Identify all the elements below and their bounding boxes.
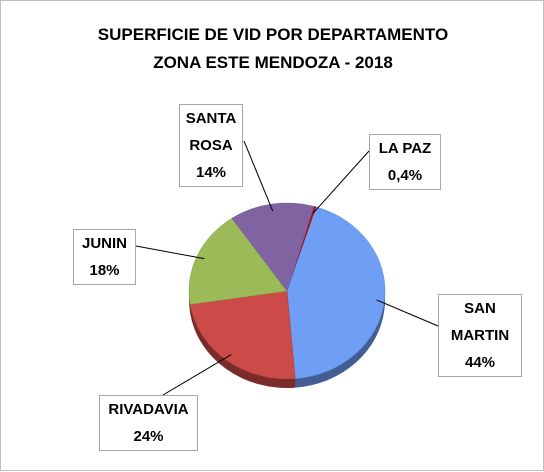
category-label: SAN MARTIN bbox=[450, 300, 510, 344]
category-label: SANTA ROSA bbox=[185, 110, 237, 154]
value-label: 14% bbox=[195, 164, 227, 181]
leader-line bbox=[376, 299, 439, 327]
leader-line bbox=[243, 140, 274, 212]
value-label: 18% bbox=[89, 262, 120, 279]
slice bbox=[286, 206, 386, 379]
data-label: SANTA ROSA 14% bbox=[179, 104, 243, 187]
data-label: JUNIN 18% bbox=[73, 229, 136, 285]
chart-title: ZONA ESTE MENDOZA - 2018 bbox=[153, 53, 393, 72]
slice bbox=[231, 202, 315, 292]
value-label: 44% bbox=[464, 354, 496, 371]
category-label: LA PAZ bbox=[378, 140, 432, 157]
slice bbox=[189, 290, 296, 380]
chart-title: SUPERFICIE DE VID POR DEPARTAMENTO bbox=[97, 25, 449, 44]
leader-line bbox=[312, 150, 370, 214]
slice bbox=[188, 217, 288, 305]
value-label: 0,4% bbox=[387, 167, 423, 184]
category-label: JUNIN bbox=[81, 235, 127, 252]
data-label: LA PAZ 0,4% bbox=[369, 134, 441, 190]
leader-line bbox=[162, 354, 232, 396]
category-label: RIVADAVIA bbox=[108, 401, 189, 418]
data-label: SAN MARTIN 44% bbox=[438, 294, 522, 377]
data-label: RIVADAVIA 24% bbox=[99, 395, 198, 451]
value-label: 24% bbox=[133, 428, 164, 445]
leader-line bbox=[135, 245, 205, 260]
